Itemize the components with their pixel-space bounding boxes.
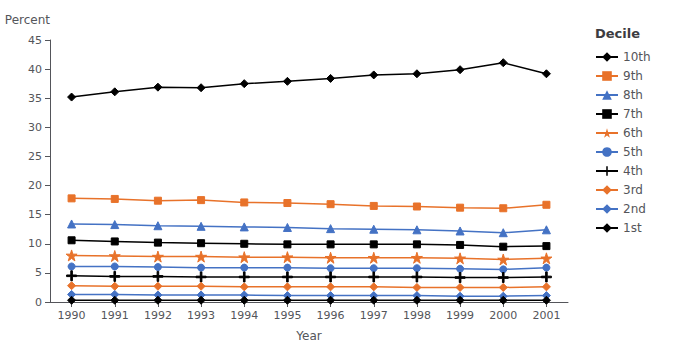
- svg-text:25: 25: [28, 150, 42, 163]
- svg-text:1996: 1996: [317, 309, 345, 322]
- svg-text:1st: 1st: [623, 221, 642, 235]
- svg-text:0: 0: [35, 296, 42, 309]
- svg-text:1997: 1997: [360, 309, 388, 322]
- svg-text:2nd: 2nd: [623, 202, 646, 216]
- svg-text:10th: 10th: [623, 50, 651, 64]
- svg-text:Decile: Decile: [595, 26, 640, 41]
- svg-text:30: 30: [28, 121, 42, 134]
- svg-text:7th: 7th: [623, 107, 643, 121]
- svg-text:1994: 1994: [230, 309, 258, 322]
- svg-text:6th: 6th: [623, 126, 643, 140]
- svg-text:5th: 5th: [623, 145, 643, 159]
- svg-text:1993: 1993: [187, 309, 215, 322]
- svg-text:5: 5: [35, 266, 42, 279]
- svg-text:Percent: Percent: [5, 13, 50, 27]
- svg-text:9th: 9th: [623, 69, 643, 83]
- svg-text:40: 40: [28, 63, 42, 76]
- svg-text:Year: Year: [295, 329, 321, 343]
- svg-text:3rd: 3rd: [623, 183, 643, 197]
- svg-text:1999: 1999: [446, 309, 474, 322]
- svg-text:1998: 1998: [403, 309, 431, 322]
- svg-text:2000: 2000: [489, 309, 517, 322]
- svg-text:15: 15: [28, 208, 42, 221]
- svg-text:4th: 4th: [623, 164, 643, 178]
- svg-text:1992: 1992: [144, 309, 172, 322]
- svg-text:20: 20: [28, 179, 42, 192]
- svg-text:10: 10: [28, 237, 42, 250]
- svg-text:1995: 1995: [273, 309, 301, 322]
- svg-text:1990: 1990: [58, 309, 86, 322]
- svg-text:45: 45: [28, 34, 42, 47]
- svg-text:8th: 8th: [623, 88, 643, 102]
- svg-text:1991: 1991: [101, 309, 129, 322]
- svg-text:2001: 2001: [532, 309, 560, 322]
- svg-text:35: 35: [28, 92, 42, 105]
